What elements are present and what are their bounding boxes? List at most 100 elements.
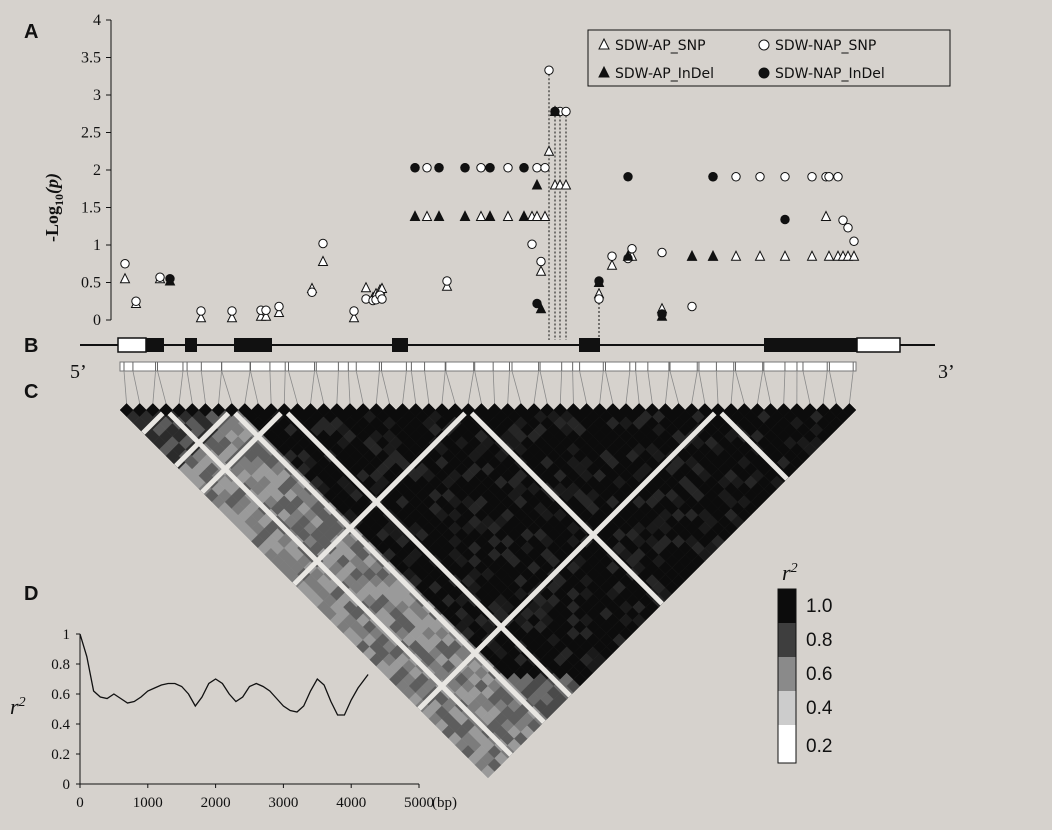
peak-stem-lines xyxy=(548,70,600,340)
snp-connector xyxy=(822,370,828,404)
scale-block-3 xyxy=(778,657,796,691)
ld-top-cell xyxy=(658,403,672,417)
y-tick-label: 1 xyxy=(93,237,101,254)
ld-top-cell xyxy=(238,403,252,417)
point-sdw-nap-indel xyxy=(434,163,444,173)
legend-box xyxy=(587,29,951,87)
ld-light-stripe xyxy=(229,408,546,724)
snp-connector xyxy=(381,370,390,404)
d-y-axis-label-sup: 2 xyxy=(19,695,26,710)
ld-cells xyxy=(119,403,857,779)
snp-connector xyxy=(492,370,495,404)
point-sdw-nap-snp xyxy=(731,172,741,182)
y-axis-label-suffix: (p) xyxy=(42,173,63,194)
scale-title-r: r xyxy=(782,560,791,585)
point-sdw-nap-snp xyxy=(442,276,452,286)
snp-connector xyxy=(200,370,206,404)
panel-letter-a: A xyxy=(24,21,38,43)
snp-connector xyxy=(445,370,456,404)
panel-letter-d: D xyxy=(24,583,38,605)
point-sdw-ap-snp xyxy=(779,250,791,261)
ld-top-cell xyxy=(685,403,699,417)
scale-label-1: 1.0 xyxy=(806,596,832,617)
point-sdw-ap-snp xyxy=(820,210,832,221)
point-sdw-nap-snp xyxy=(536,256,546,267)
snp-connector xyxy=(559,370,563,404)
point-sdw-ap-snp xyxy=(560,178,572,190)
point-sdw-ap-snp xyxy=(317,255,329,266)
snp-connector xyxy=(355,370,364,404)
point-sdw-nap-snp xyxy=(657,247,667,258)
snp-connector xyxy=(157,370,167,404)
legend-symbol-ap-snp xyxy=(598,37,610,50)
exon-3 xyxy=(234,338,272,352)
point-sdw-ap-snp xyxy=(606,259,618,270)
snp-connector xyxy=(402,370,407,404)
y-tick-label: 4 xyxy=(93,12,101,29)
ld-top-cell xyxy=(172,403,186,417)
scale-label-2: 0.8 xyxy=(806,630,832,651)
snp-connector xyxy=(735,370,745,404)
d-y-tick-label: 0 xyxy=(63,777,71,793)
ld-top-cell xyxy=(120,403,134,417)
point-sdw-ap-indel xyxy=(686,250,698,261)
point-sdw-nap-snp xyxy=(561,106,571,117)
d-y-tick-label: 0.4 xyxy=(51,717,70,733)
ld-top-cell xyxy=(369,403,383,417)
snp-connector xyxy=(132,370,141,404)
y-tick-label: 3 xyxy=(93,87,101,104)
point-sdw-nap-snp xyxy=(849,236,859,246)
snp-connector xyxy=(539,370,548,404)
point-sdw-ap-snp xyxy=(441,280,453,291)
point-sdw-ap-snp xyxy=(823,250,835,261)
point-sdw-ap-indel xyxy=(459,210,471,221)
exon-6 xyxy=(764,338,857,352)
point-sdw-nap-snp xyxy=(261,305,271,315)
y-tick-label: 1.5 xyxy=(81,200,101,217)
point-sdw-ap-snp xyxy=(226,311,238,323)
point-sdw-nap-indel xyxy=(657,309,667,319)
ld-top-cell xyxy=(409,403,423,417)
ld-top-cell xyxy=(619,403,633,417)
point-sdw-nap-indel xyxy=(519,163,529,173)
snp-connector xyxy=(511,370,522,404)
ld-top-cell xyxy=(304,403,318,417)
snp-connector xyxy=(533,370,539,404)
ld-top-cell xyxy=(711,403,725,417)
d-x-tick-label: 2000 xyxy=(201,795,231,811)
ld-light-stripes xyxy=(141,408,789,757)
ld-top-cell xyxy=(829,403,843,417)
point-sdw-nap-indel xyxy=(485,163,495,173)
ld-top-cell xyxy=(225,403,239,417)
ld-light-stripe xyxy=(466,408,664,606)
point-sdw-ap-snp xyxy=(543,145,555,156)
point-sdw-ap-indel xyxy=(484,210,496,221)
point-sdw-ap-snp xyxy=(273,306,285,317)
ld-top-cell xyxy=(842,403,856,417)
point-sdw-nap-snp xyxy=(120,259,130,269)
point-sdw-ap-snp xyxy=(260,310,272,321)
point-sdw-nap-snp xyxy=(155,272,165,282)
d-y-tick-label: 0.6 xyxy=(51,687,70,703)
ld-top-cell xyxy=(356,403,370,417)
point-sdw-nap-indel xyxy=(708,172,718,182)
ld-top-cell xyxy=(816,403,830,417)
point-sdw-nap-snp xyxy=(544,65,554,75)
ld-top-cell xyxy=(159,403,173,417)
point-sdw-nap-indel xyxy=(165,274,175,284)
point-sdw-ap-snp xyxy=(539,210,551,221)
panel-letter-b: B xyxy=(24,335,38,357)
point-sdw-nap-indel xyxy=(460,163,470,173)
ld-top-cell xyxy=(382,403,396,417)
snp-connector xyxy=(244,370,251,404)
d-y-tick-label: 0.2 xyxy=(51,747,70,763)
point-sdw-ap-snp xyxy=(195,311,207,323)
d-y-tick-label: 0.8 xyxy=(51,657,70,673)
point-sdw-nap-indel xyxy=(623,172,633,182)
ld-top-cell xyxy=(750,403,764,417)
ld-top-cell xyxy=(474,403,488,417)
exon-2 xyxy=(185,338,197,352)
point-sdw-nap-snp xyxy=(527,239,537,249)
d-axis-ticks: 0 0.2 0.4 0.6 0.8 1 0 1000 2000 3000 4000 5000 xyxy=(51,627,434,811)
legend-symbol-ap-indel xyxy=(598,65,610,78)
